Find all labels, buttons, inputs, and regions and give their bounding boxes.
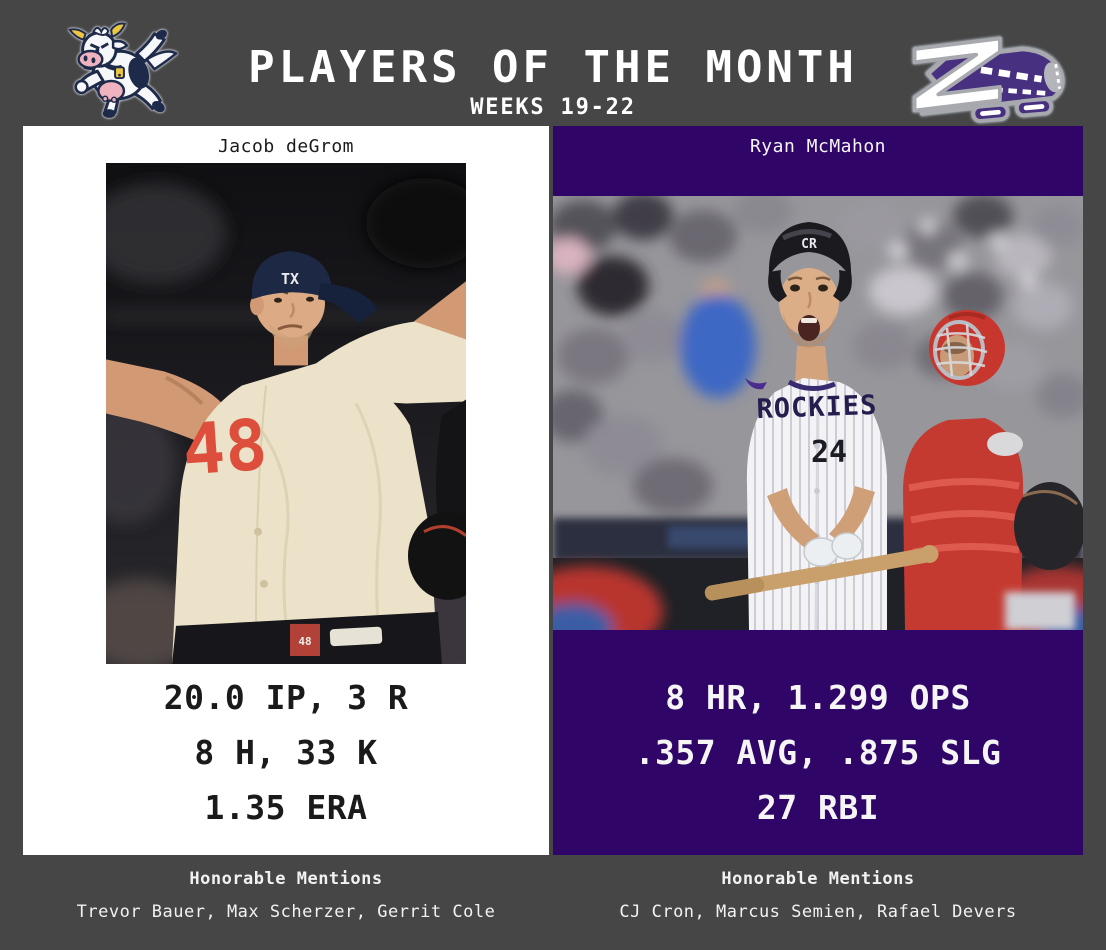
baseball-glove — [408, 511, 466, 600]
stat-line: 8 H, 33 K — [194, 733, 378, 772]
stat-line: 27 RBI — [756, 788, 880, 827]
stat-line: .357 AVG, .875 SLG — [634, 733, 1002, 772]
left-player-name: Jacob deGrom — [217, 136, 355, 157]
blurred-crowd — [553, 196, 1083, 514]
jersey-wordmark: ROCKIES — [756, 390, 878, 425]
stat-line: 8 HR, 1.299 OPS — [665, 678, 971, 717]
cow-mascot-logo — [56, 18, 184, 126]
honorable-mentions-right: Honorable Mentions CJ Cron, Marcus Semie… — [553, 866, 1083, 932]
ryan-mcmahon-photo: ROCKIES 24 CR — [553, 196, 1083, 630]
baseball-bat — [704, 544, 939, 601]
page-title: PLAYERS OF THE MONTH — [248, 42, 858, 93]
jacob-degrom-photo: TX 48 48 — [106, 163, 466, 664]
helmet-logo-text: CR — [801, 237, 817, 252]
left-player-panel: Jacob deGrom — [23, 126, 549, 855]
mcmahon-photo-art: ROCKIES 24 CR — [553, 196, 1083, 630]
cap-logo-text: TX — [281, 270, 299, 288]
right-player-stats: 8 HR, 1.299 OPS .357 AVG, .875 SLG 27 RB… — [553, 670, 1083, 835]
jersey-number-24: 24 — [811, 435, 847, 470]
honorable-mentions-title: Honorable Mentions — [189, 869, 383, 889]
honorable-mentions-left: Honorable Mentions Trevor Bauer, Max Sch… — [23, 866, 549, 932]
mcmahon-figure: ROCKIES 24 CR — [704, 222, 939, 630]
honorable-mentions-names: CJ Cron, Marcus Semien, Rafael Devers — [619, 902, 1017, 922]
right-player-panel: Ryan McMahon — [553, 126, 1083, 855]
honorable-mentions-title: Honorable Mentions — [721, 869, 915, 889]
cow-mascot-icon — [68, 22, 178, 118]
jersey-number-48: 48 — [180, 404, 270, 492]
left-player-stats: 20.0 IP, 3 R 8 H, 33 K 1.35 ERA — [23, 670, 549, 835]
stat-line: 1.35 ERA — [204, 788, 368, 827]
rangers-cap — [252, 251, 332, 300]
degrom-photo-art: TX 48 48 — [106, 163, 466, 664]
z-train-icon — [912, 36, 1065, 123]
page-subtitle: WEEKS 19-22 — [470, 95, 636, 120]
catchers-mitt — [1014, 482, 1083, 570]
nike-swoosh — [745, 378, 767, 390]
right-player-name: Ryan McMahon — [749, 136, 887, 157]
batting-glove — [831, 532, 863, 560]
buckle-number: 48 — [298, 635, 311, 648]
honorable-mentions-names: Trevor Bauer, Max Scherzer, Gerrit Cole — [76, 902, 496, 922]
stat-line: 20.0 IP, 3 R — [163, 678, 409, 717]
catcher-figure — [903, 310, 1083, 630]
z-train-logo — [890, 30, 1070, 125]
